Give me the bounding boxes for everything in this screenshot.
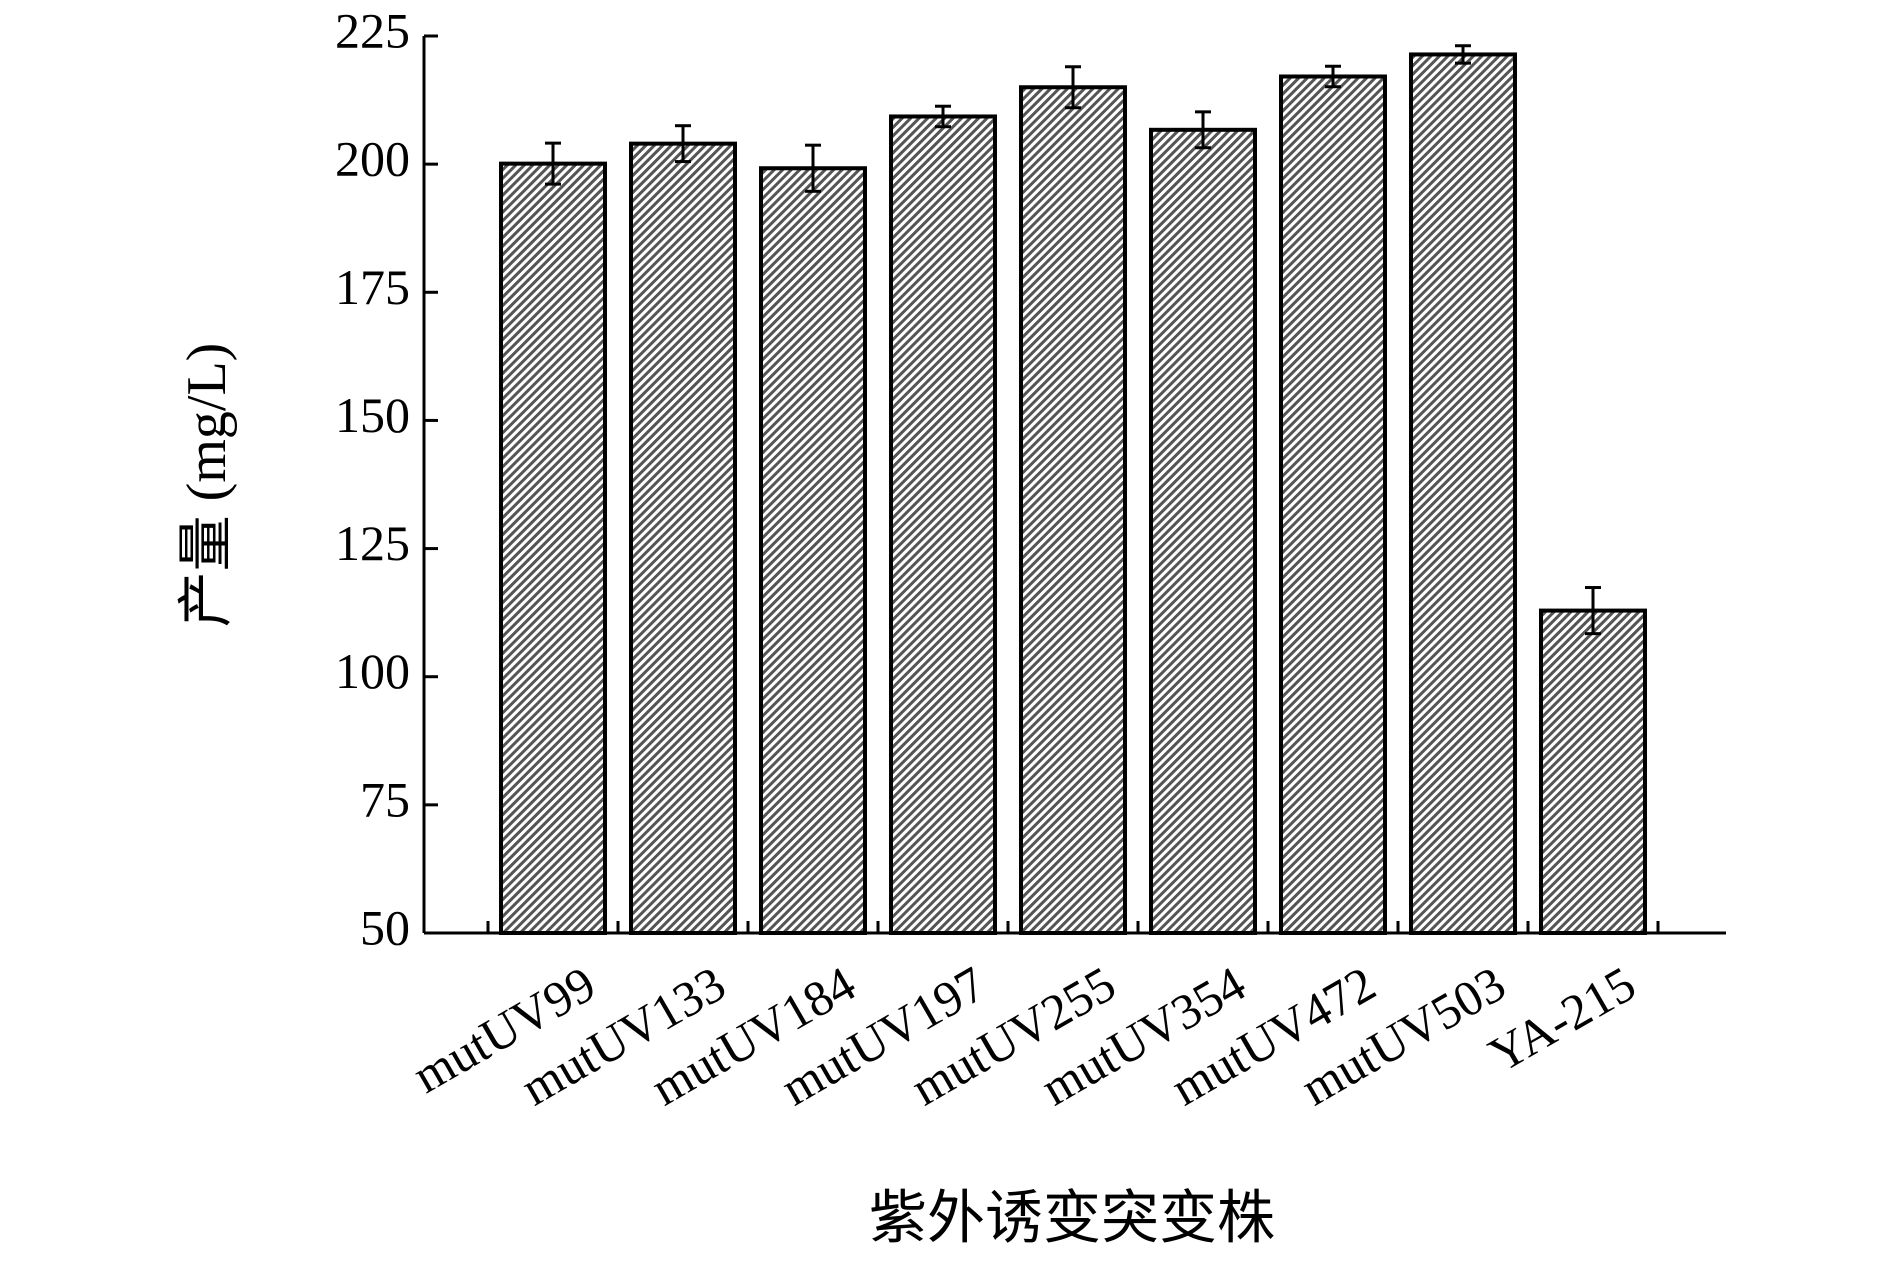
y-tick-label: 150 <box>335 387 410 443</box>
bar <box>1409 52 1517 935</box>
error-bar <box>1585 586 1601 636</box>
y-tick-label: 225 <box>335 2 410 58</box>
error-bar <box>935 104 951 129</box>
bar <box>1279 74 1387 935</box>
error-bar <box>1065 65 1081 110</box>
bar <box>759 166 867 936</box>
bar <box>889 114 997 936</box>
error-bar <box>1455 44 1471 65</box>
bar <box>1149 127 1257 935</box>
y-tick-label: 50 <box>360 899 410 955</box>
error-bar <box>1325 64 1341 89</box>
bar <box>629 141 737 935</box>
y-tick-label: 175 <box>335 259 410 315</box>
bar <box>1539 608 1647 936</box>
y-tick-label: 200 <box>335 131 410 187</box>
y-axis-title: 产量 (mg/L) <box>176 343 238 628</box>
y-tick-label: 75 <box>360 771 410 827</box>
bar <box>499 161 607 935</box>
error-bar <box>675 124 691 164</box>
error-bar <box>545 141 561 186</box>
error-bar <box>805 143 821 193</box>
error-bar <box>1195 110 1211 150</box>
y-tick-label: 100 <box>335 643 410 699</box>
x-axis-title: 紫外诱变突变株 <box>869 1185 1275 1250</box>
y-tick-label: 125 <box>335 515 410 571</box>
x-tick-label: YA-215 <box>1479 955 1644 1083</box>
bar <box>1019 85 1127 935</box>
